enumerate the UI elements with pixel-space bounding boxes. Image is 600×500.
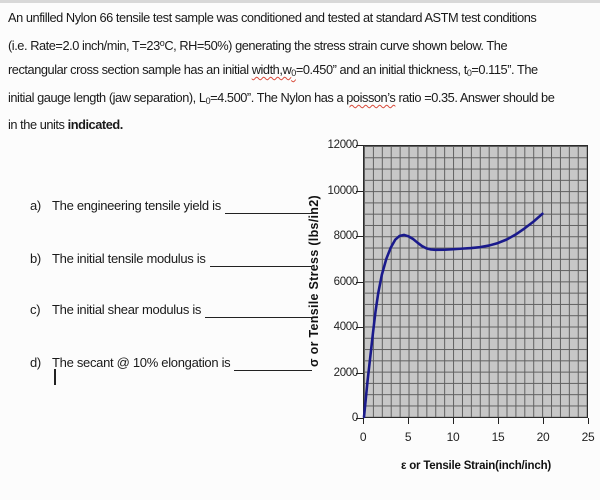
x-tick-mark — [453, 418, 454, 424]
problem-statement: An unfilled Nylon 66 tensile test sample… — [8, 10, 555, 133]
question-a-text: The engineering tensile yield is — [52, 198, 221, 213]
question-d-answer-blank[interactable] — [234, 366, 312, 371]
question-b: b) The initial tensile modulus is — [30, 250, 312, 267]
x-tick-mark — [588, 418, 589, 424]
question-a-answer-blank[interactable] — [224, 209, 312, 214]
y-tick-mark — [356, 145, 363, 146]
question-a: a) The engineering tensile yield is — [30, 197, 312, 214]
y-tick-mark — [356, 418, 363, 419]
question-a-label: a) — [30, 198, 41, 213]
y-tick-label: 4000 — [333, 321, 359, 333]
x-tick-label: 10 — [446, 430, 460, 444]
x-tick-mark — [408, 418, 409, 424]
text-cursor — [54, 369, 56, 385]
y-tick-mark — [356, 327, 363, 328]
x-tick-label: 25 — [581, 430, 595, 444]
y-tick-mark — [356, 372, 363, 374]
y-tick-label: 12000 — [327, 139, 359, 151]
y-tick-label: 0 — [351, 412, 358, 424]
x-tick-label: 15 — [491, 430, 505, 444]
y-tick-label: 2000 — [333, 366, 359, 379]
x-tick-label: 0 — [359, 430, 367, 444]
question-c: c) The initial shear modulus is — [30, 301, 312, 318]
x-tick-mark — [498, 418, 499, 424]
plot-area — [362, 145, 588, 419]
question-d: d) The secant @ 10% elongation is — [30, 354, 312, 371]
question-c-answer-blank[interactable] — [205, 313, 312, 318]
x-tick-mark — [363, 418, 364, 424]
y-tick-mark — [356, 190, 363, 192]
question-d-label: d) — [30, 355, 41, 370]
question-c-text: The initial shear modulus is — [52, 302, 202, 317]
question-b-label: b) — [30, 251, 41, 266]
question-c-label: c) — [30, 302, 41, 317]
x-tick-label: 20 — [536, 430, 550, 444]
stress-strain-curve — [362, 212, 544, 419]
x-tick-label: 5 — [404, 430, 412, 444]
page-top-edge — [0, 0, 600, 3]
y-tick-mark — [356, 281, 363, 283]
y-tick-mark — [356, 236, 363, 237]
y-tick-label: 10000 — [327, 184, 359, 197]
x-tick-mark — [543, 418, 544, 424]
question-b-text: The initial tensile modulus is — [52, 251, 206, 266]
y-tick-label: 8000 — [333, 230, 359, 242]
question-b-answer-blank[interactable] — [209, 262, 312, 267]
question-d-text: The secant @ 10% elongation is — [52, 355, 231, 370]
x-axis-title: ε or Tensile Strain(inch/inch) — [400, 460, 552, 472]
y-tick-label: 6000 — [333, 275, 359, 288]
